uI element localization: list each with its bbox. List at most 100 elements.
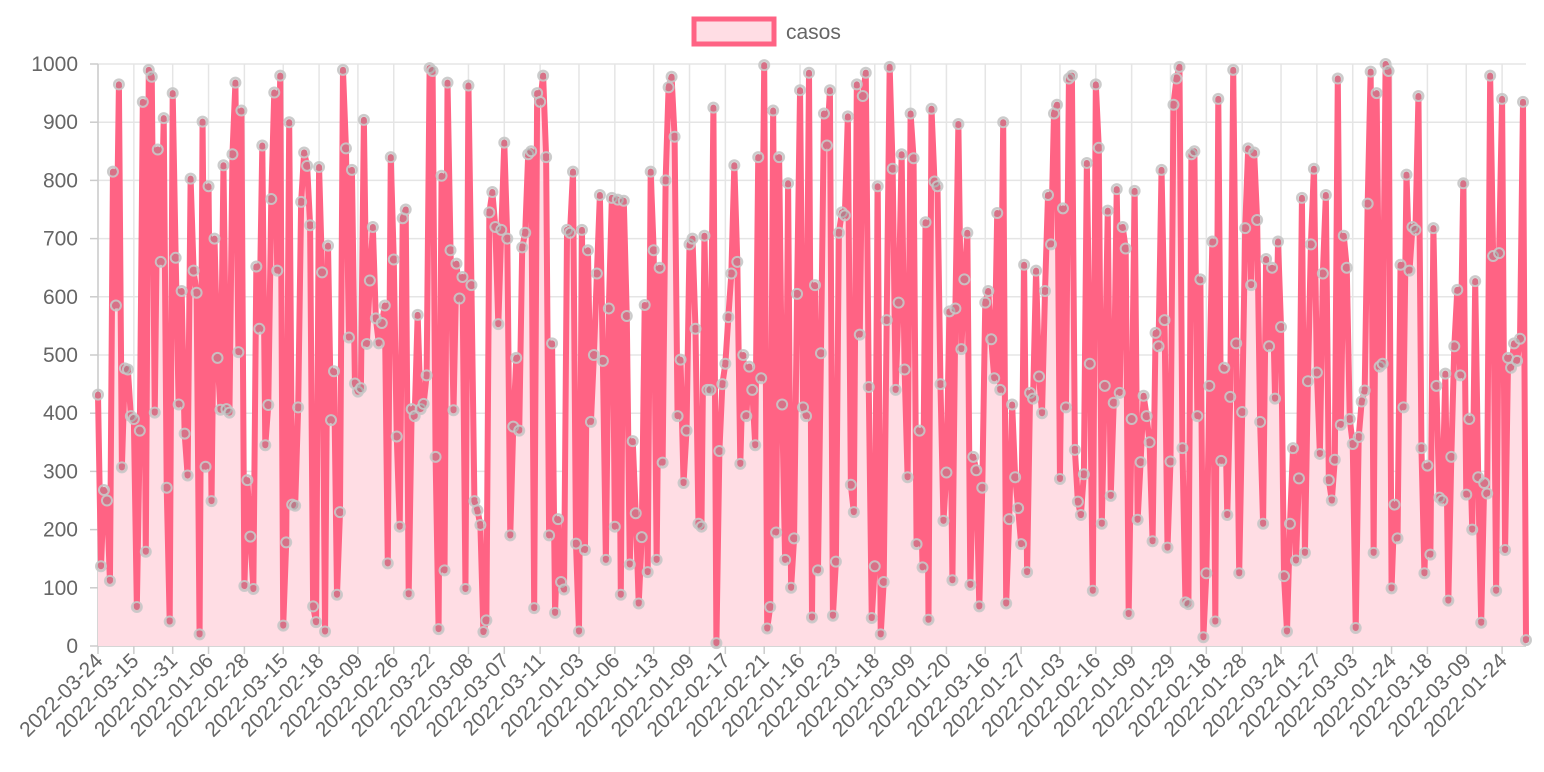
data-point[interactable] [1003,513,1016,526]
data-point[interactable] [471,504,484,517]
data-point[interactable] [695,520,708,533]
data-point[interactable] [1275,321,1288,334]
data-point[interactable] [1460,488,1473,501]
data-point[interactable] [575,223,588,236]
data-point[interactable] [1206,235,1219,248]
data-point[interactable] [429,450,442,463]
data-point[interactable] [877,575,890,588]
data-point[interactable] [761,622,774,635]
data-point[interactable] [1322,474,1335,487]
data-point[interactable] [898,363,911,376]
data-point[interactable] [662,81,675,94]
data-point[interactable] [1316,267,1329,280]
data-point[interactable] [1337,229,1350,242]
data-point[interactable] [1313,447,1326,460]
data-point[interactable] [1319,188,1332,201]
data-point[interactable] [593,188,606,201]
data-point[interactable] [148,406,161,419]
data-point[interactable] [151,143,164,156]
data-point[interactable] [1098,379,1111,392]
data-point[interactable] [325,414,338,427]
data-point[interactable] [952,117,965,130]
data-point[interactable] [94,560,107,573]
data-point[interactable] [447,404,460,417]
data-point[interactable] [803,66,816,79]
data-point[interactable] [1071,495,1084,508]
data-point[interactable] [988,372,1001,385]
data-point[interactable] [106,165,119,178]
data-point[interactable] [788,532,801,545]
data-point[interactable] [1170,72,1183,85]
data-point[interactable] [620,310,633,323]
data-point[interactable] [1218,361,1231,374]
data-point[interactable] [979,296,992,309]
data-point[interactable] [1266,261,1279,274]
data-point[interactable] [420,369,433,382]
data-point[interactable] [1403,264,1416,277]
data-point[interactable] [1269,392,1282,405]
data-point[interactable] [1382,64,1395,77]
data-point[interactable] [235,104,248,117]
data-point[interactable] [1430,379,1443,392]
data-point[interactable] [1370,87,1383,100]
data-point[interactable] [133,424,146,437]
data-point[interactable] [1140,410,1153,423]
data-point[interactable] [668,130,681,143]
data-point[interactable] [139,545,152,558]
data-point[interactable] [1149,326,1162,339]
data-point[interactable] [997,116,1010,129]
data-point[interactable] [806,611,818,624]
data-point[interactable] [1481,487,1494,500]
data-point[interactable] [163,615,176,628]
data-point[interactable] [976,481,989,494]
data-point[interactable] [937,514,950,527]
data-point[interactable] [1352,431,1365,444]
data-point[interactable] [1233,567,1246,580]
data-point[interactable] [1439,367,1452,380]
data-point[interactable] [1039,284,1052,297]
data-point[interactable] [656,456,669,469]
data-point[interactable] [800,410,813,423]
data-point[interactable] [1083,357,1096,370]
data-point[interactable] [1155,163,1168,176]
data-point[interactable] [617,194,630,207]
data-point[interactable] [698,229,711,242]
data-point[interactable] [459,582,472,595]
data-point[interactable] [307,600,320,613]
data-point[interactable] [614,588,627,601]
data-point[interactable] [387,253,400,266]
data-point[interactable] [710,637,723,650]
data-point[interactable] [746,383,759,396]
data-point[interactable] [1068,443,1081,456]
data-point[interactable] [319,625,332,638]
data-point[interactable] [384,151,397,164]
data-point[interactable] [1490,584,1503,597]
data-point[interactable] [731,255,744,268]
data-point[interactable] [1454,369,1467,382]
data-point[interactable] [590,267,603,280]
data-point[interactable] [1080,156,1093,169]
data-point[interactable] [193,628,206,641]
data-point[interactable] [892,296,905,309]
data-point[interactable] [226,148,239,161]
data-point[interactable] [1188,145,1201,158]
data-point[interactable] [375,316,388,329]
data-point[interactable] [217,159,230,172]
data-point[interactable] [1042,188,1055,201]
data-point[interactable] [274,69,287,82]
data-point[interactable] [1065,69,1078,82]
data-point[interactable] [1036,407,1049,420]
data-point[interactable] [904,107,917,120]
data-point[interactable] [1018,258,1031,271]
data-point[interactable] [859,66,872,79]
data-point[interactable] [97,484,110,497]
data-point[interactable] [1278,570,1291,583]
data-point[interactable] [1131,513,1144,526]
data-point[interactable] [737,349,750,361]
data-point[interactable] [1361,197,1374,210]
data-point[interactable] [313,161,326,174]
data-point[interactable] [268,86,281,99]
data-point[interactable] [1364,65,1377,78]
data-point[interactable] [1412,90,1425,103]
data-point[interactable] [295,195,308,208]
